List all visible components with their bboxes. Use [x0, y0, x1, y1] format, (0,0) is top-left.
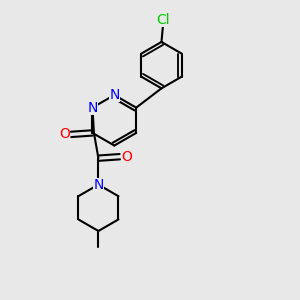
Text: N: N — [109, 88, 119, 102]
Text: N: N — [87, 100, 98, 115]
Text: O: O — [59, 128, 70, 141]
Text: Cl: Cl — [156, 13, 170, 27]
Text: N: N — [93, 178, 103, 192]
Text: O: O — [121, 150, 132, 164]
